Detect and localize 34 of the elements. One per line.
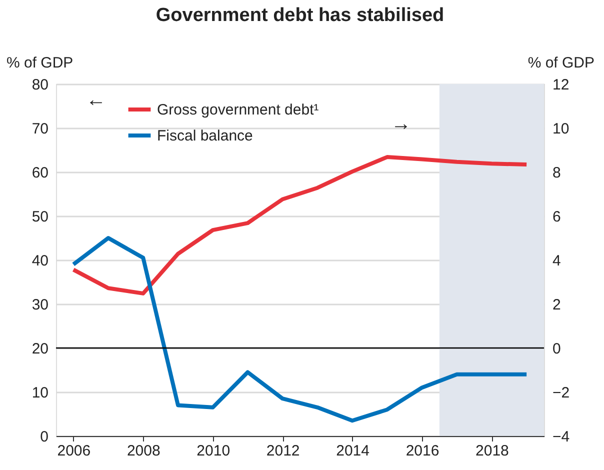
y2-tick-label: 6 (552, 208, 561, 226)
y-tick-label: 70 (32, 120, 48, 138)
line-series (71, 155, 529, 296)
y-tick-label: 30 (32, 296, 48, 314)
x-tick-label: 2008 (126, 442, 160, 460)
y-tick-label: 20 (32, 340, 48, 358)
y2-tick-label: 4 (552, 252, 561, 270)
y-tick-label: 50 (32, 208, 48, 226)
y-tick-label: 10 (32, 384, 48, 402)
y2-tick-label: 0 (552, 340, 561, 358)
x-tick-label: 2012 (266, 442, 300, 460)
y-tick-label: 0 (40, 428, 48, 446)
y-tick-label: 60 (32, 164, 48, 182)
y-tick-label: 40 (32, 252, 48, 270)
y-tick-label: 80 (32, 76, 48, 94)
chart-title: Government debt has stabilised (156, 5, 444, 26)
y2-axis-title: % of GDP (528, 54, 594, 72)
line-series (71, 236, 529, 423)
y2-tick-label: 8 (552, 164, 561, 182)
x-tick-label: 2018 (476, 442, 509, 460)
annotation: → (391, 113, 411, 135)
annotation: ← (86, 89, 106, 111)
y2-tick-label: 2 (552, 296, 561, 314)
legend-label: Fiscal balance (157, 128, 253, 144)
x-tick-label: 2014 (336, 442, 370, 460)
x-tick-label: 2006 (57, 442, 91, 460)
y2-tick-label: 10 (552, 120, 570, 138)
legend-label: Gross government debt¹ (157, 102, 319, 118)
y2-tick-label: −4 (552, 428, 570, 446)
y2-tick-label: 12 (552, 76, 570, 94)
x-tick-label: 2016 (406, 442, 440, 460)
y-axis-title: % of GDP (6, 54, 74, 72)
y2-tick-label: −2 (552, 384, 570, 402)
x-tick-label: 2010 (196, 442, 230, 460)
